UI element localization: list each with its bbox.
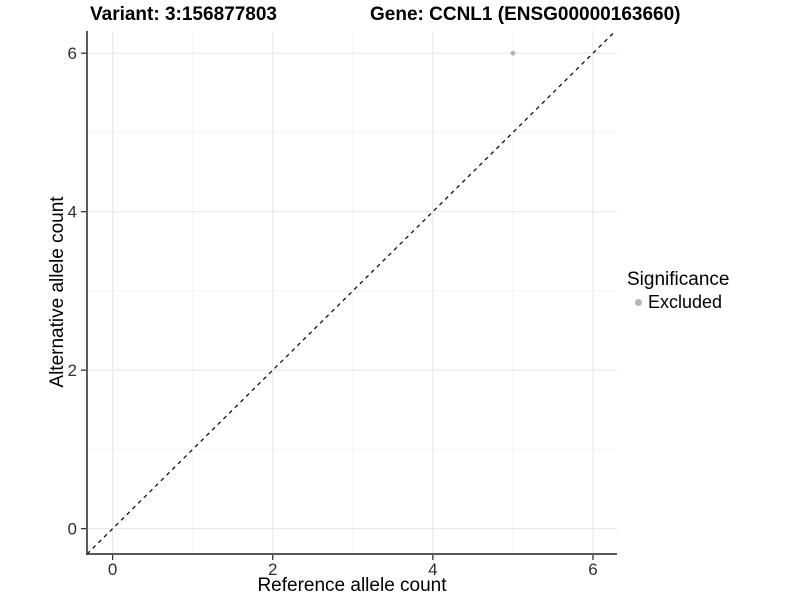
y-tick-label: 2 [68, 361, 77, 380]
excluded-point-icon [635, 298, 642, 306]
y-tick-label: 6 [68, 44, 77, 63]
variant-title: Variant: 3:156877803 [90, 4, 277, 25]
x-tick-label: 2 [268, 560, 277, 579]
legend-item-label: Excluded [648, 292, 723, 312]
legend-item-excluded: Excluded [627, 292, 729, 312]
x-tick-label: 4 [428, 560, 437, 579]
y-tick-label: 0 [68, 520, 77, 539]
y-tick-label: 4 [68, 203, 77, 222]
y-axis-title: Alternative allele count [47, 196, 68, 388]
data-point-excluded [510, 50, 516, 56]
x-tick-label: 6 [588, 560, 597, 579]
gene-title: Gene: CCNL1 (ENSG00000163660) [370, 4, 681, 25]
x-tick-label: 0 [108, 560, 117, 579]
identity-dashed-line [87, 31, 617, 554]
x-axis-title: Reference allele count [257, 575, 447, 596]
legend-title: Significance [627, 269, 730, 290]
legend: Significance Excluded [627, 269, 729, 312]
